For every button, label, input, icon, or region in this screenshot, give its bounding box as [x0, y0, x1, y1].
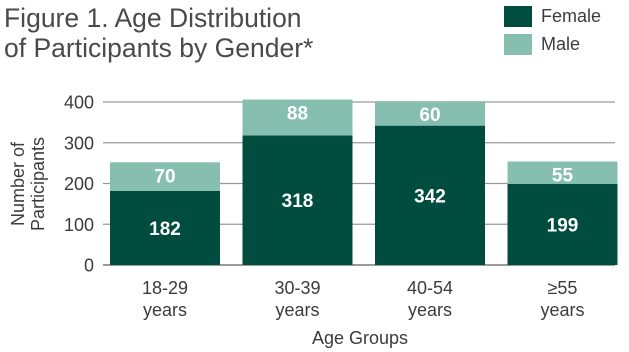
data-label-male: 60	[419, 105, 440, 126]
y-tick-label: 0	[84, 256, 94, 276]
y-axis-title: Number of Participants	[8, 137, 48, 231]
bar-male	[507, 161, 618, 184]
bar-male	[110, 162, 220, 191]
data-label-female: 318	[282, 191, 314, 212]
x-tick-label-unit: years	[540, 300, 584, 320]
bar-male	[242, 99, 353, 136]
legend-swatch-male	[504, 34, 532, 55]
data-label-male: 70	[154, 166, 175, 187]
y-tick-label: 200	[64, 174, 94, 194]
data-label-female: 182	[149, 219, 181, 240]
bar-female	[375, 125, 485, 265]
bar-female	[507, 183, 618, 265]
chart-title: Figure 1. Age Distribution of Participan…	[4, 3, 313, 63]
data-label-female: 199	[547, 215, 579, 236]
legend-label-male: Male	[541, 34, 581, 54]
data-label-male: 88	[287, 104, 308, 125]
data-label-male: 55	[552, 165, 574, 186]
x-tick-label: 40-54	[407, 278, 453, 298]
x-tick-label-unit: years	[408, 300, 452, 320]
x-tick-label-unit: years	[143, 300, 187, 320]
chart-title-line-2: of Participants by Gender*	[4, 33, 314, 63]
x-tick-label: ≥55	[548, 278, 578, 298]
bar-female	[110, 190, 220, 265]
bar-male	[375, 101, 485, 126]
y-axis-title-line: Number of	[8, 141, 28, 226]
y-tick-label: 400	[64, 93, 94, 113]
y-axis-title-line: Participants	[28, 137, 48, 231]
y-tick-label: 300	[64, 133, 94, 153]
chart-title-line-1: Figure 1. Age Distribution	[4, 3, 302, 33]
legend-item-male: Male	[504, 34, 580, 55]
x-tick-label: 18-29	[142, 278, 188, 298]
bar-female	[242, 135, 353, 265]
y-tick-label: 100	[64, 215, 94, 235]
x-tick-label-unit: years	[275, 300, 319, 320]
legend-label-female: Female	[541, 6, 602, 26]
legend-swatch-female	[504, 6, 532, 27]
x-axis-title: Age Groups	[312, 328, 408, 348]
legend-item-female: Female	[504, 6, 601, 27]
data-label-female: 342	[414, 186, 446, 207]
x-tick-label: 30-39	[274, 278, 320, 298]
